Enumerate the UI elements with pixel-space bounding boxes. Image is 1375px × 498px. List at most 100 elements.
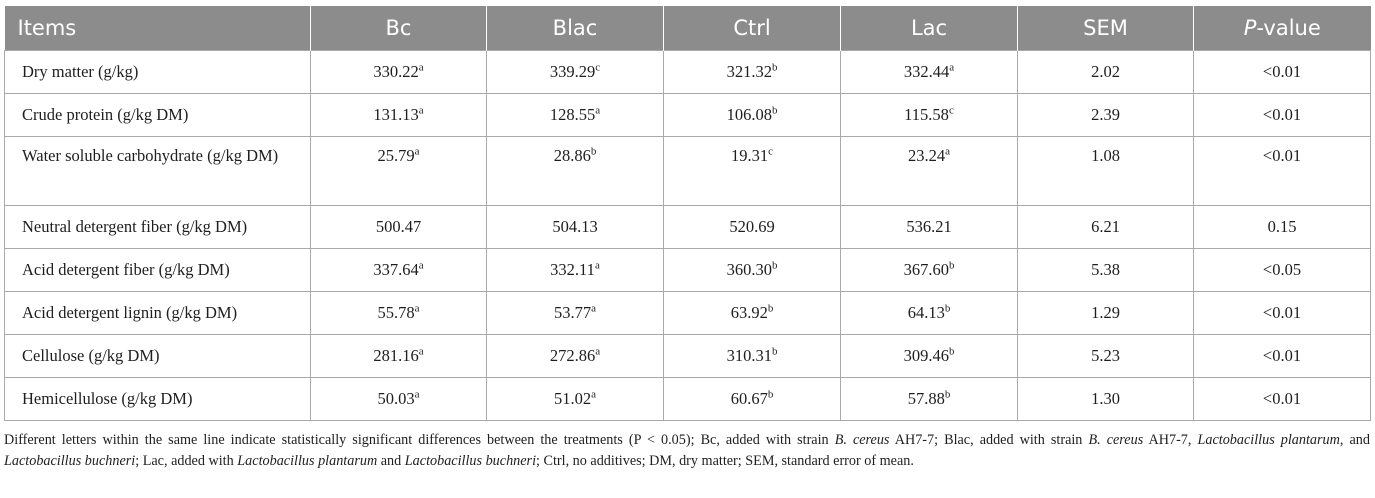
- significance-letter: b: [948, 345, 955, 358]
- sem-cell: 1.29: [1017, 291, 1194, 335]
- significance-letter: b: [771, 345, 778, 358]
- significance-letter: b: [767, 388, 774, 401]
- pvalue-cell: 0.15: [1193, 205, 1371, 249]
- value-cell: 360.30b: [663, 248, 841, 292]
- table-row: Cellulose (g/kg DM) 281.16a 272.86a 310.31b…: [4, 334, 1371, 378]
- value-cell: 339.29c: [486, 50, 664, 94]
- table-row: Dry matter (g/kg) 330.22a 339.29c 321.32b 33…: [4, 50, 1371, 94]
- value-cell: 57.88b: [840, 377, 1018, 421]
- significance-letter: a: [414, 302, 420, 315]
- value-cell: 536.21: [840, 205, 1018, 249]
- row-label: Neutral detergent fiber (g/kg DM): [4, 205, 311, 249]
- sem-cell: 1.08: [1017, 136, 1194, 206]
- value-cell: 367.60b: [840, 248, 1018, 292]
- significance-letter: c: [595, 61, 601, 74]
- value-cell: 115.58c: [840, 93, 1018, 137]
- significance-letter: b: [767, 302, 774, 315]
- value-cell: 310.31b: [663, 334, 841, 378]
- value-cell: 19.31c: [663, 136, 841, 206]
- value-cell: 64.13b: [840, 291, 1018, 335]
- column-header: SEM: [1017, 6, 1194, 51]
- row-label: Cellulose (g/kg DM): [4, 334, 311, 378]
- value-cell: 321.32b: [663, 50, 841, 94]
- value-cell: 128.55a: [486, 93, 664, 137]
- significance-letter: b: [944, 388, 951, 401]
- table-row: Acid detergent lignin (g/kg DM) 55.78a 53.…: [4, 291, 1371, 335]
- significance-letter: a: [418, 259, 424, 272]
- column-header: Items: [4, 6, 311, 51]
- value-cell: 500.47: [310, 205, 487, 249]
- value-cell: 332.11a: [486, 248, 664, 292]
- value-cell: 23.24a: [840, 136, 1018, 206]
- table-row: Acid detergent fiber (g/kg DM) 337.64a 332…: [4, 248, 1371, 292]
- column-header: Blac: [486, 6, 664, 51]
- value-cell: 332.44a: [840, 50, 1018, 94]
- column-header: Ctrl: [663, 6, 841, 51]
- pvalue-cell: <0.01: [1193, 50, 1371, 94]
- significance-letter: b: [948, 259, 955, 272]
- row-label: Acid detergent fiber (g/kg DM): [4, 248, 311, 292]
- pvalue-cell: <0.05: [1193, 248, 1371, 292]
- significance-letter: b: [944, 302, 951, 315]
- value-cell: 60.67b: [663, 377, 841, 421]
- value-cell: 337.64a: [310, 248, 487, 292]
- value-cell: 131.13a: [310, 93, 487, 137]
- sem-cell: 5.23: [1017, 334, 1194, 378]
- pvalue-cell: <0.01: [1193, 377, 1371, 421]
- value-cell: 63.92b: [663, 291, 841, 335]
- value-cell: 272.86a: [486, 334, 664, 378]
- significance-letter: a: [949, 61, 955, 74]
- table-row: Crude protein (g/kg DM) 131.13a 128.55a 106…: [4, 93, 1371, 137]
- table-row: Neutral detergent fiber (g/kg DM) 500.47 5…: [4, 205, 1371, 249]
- sem-cell: 6.21: [1017, 205, 1194, 249]
- pvalue-cell: <0.01: [1193, 291, 1371, 335]
- table-container: Items Bc Blac Ctrl Lac SEM P-value Dry m…: [4, 6, 1371, 421]
- value-cell: 520.69: [663, 205, 841, 249]
- pvalue-cell: <0.01: [1193, 93, 1371, 137]
- pvalue-cell: <0.01: [1193, 136, 1371, 206]
- significance-letter: a: [418, 61, 424, 74]
- pvalue-cell: <0.01: [1193, 334, 1371, 378]
- row-label: Acid detergent lignin (g/kg DM): [4, 291, 311, 335]
- significance-letter: a: [945, 145, 950, 158]
- sem-cell: 1.30: [1017, 377, 1194, 421]
- value-cell: 53.77a: [486, 291, 664, 335]
- significance-letter: a: [591, 302, 596, 315]
- row-label: Hemicellulose (g/kg DM): [4, 377, 311, 421]
- sem-cell: 2.02: [1017, 50, 1194, 94]
- column-header: Bc: [310, 6, 487, 51]
- significance-letter: a: [594, 259, 600, 272]
- value-cell: 330.22a: [310, 50, 487, 94]
- value-cell: 504.13: [486, 205, 664, 249]
- row-label: Water soluble carbohydrate (g/kg DM): [4, 136, 311, 206]
- value-cell: 309.46b: [840, 334, 1018, 378]
- column-header: Lac: [840, 6, 1018, 51]
- header-row: Items Bc Blac Ctrl Lac SEM P-value: [4, 6, 1371, 51]
- significance-letter: a: [591, 388, 596, 401]
- value-cell: 51.02a: [486, 377, 664, 421]
- sem-cell: 5.38: [1017, 248, 1194, 292]
- data-table: Items Bc Blac Ctrl Lac SEM P-value Dry m…: [4, 6, 1371, 421]
- column-header-pvalue: P-value: [1193, 6, 1371, 51]
- significance-letter: a: [595, 345, 601, 358]
- significance-letter: b: [771, 61, 778, 74]
- value-cell: 50.03a: [310, 377, 487, 421]
- significance-letter: a: [418, 104, 424, 117]
- table-footnote: Different letters within the same line i…: [4, 432, 1370, 469]
- table-body: Dry matter (g/kg) 330.22a 339.29c 321.32b 33…: [4, 50, 1371, 421]
- significance-letter: b: [590, 145, 597, 158]
- value-cell: 25.79a: [310, 136, 487, 206]
- significance-letter: c: [768, 145, 773, 158]
- significance-letter: a: [414, 388, 420, 401]
- value-cell: 28.86b: [486, 136, 664, 206]
- table-row: Hemicellulose (g/kg DM) 50.03a 51.02a 60.67…: [4, 377, 1371, 421]
- value-cell: 55.78a: [310, 291, 487, 335]
- value-cell: 106.08b: [663, 93, 841, 137]
- significance-letter: a: [418, 345, 424, 358]
- significance-letter: b: [771, 259, 778, 272]
- sem-cell: 2.39: [1017, 93, 1194, 137]
- significance-letter: b: [771, 104, 778, 117]
- significance-letter: a: [414, 145, 420, 158]
- row-label: Crude protein (g/kg DM): [4, 93, 311, 137]
- significance-letter: c: [948, 104, 954, 117]
